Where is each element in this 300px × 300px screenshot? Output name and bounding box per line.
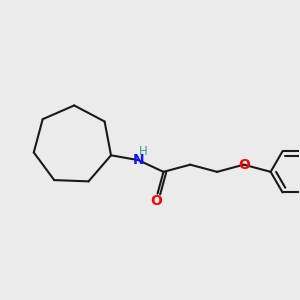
Text: O: O: [151, 194, 163, 208]
Text: H: H: [139, 145, 148, 158]
Text: N: N: [133, 153, 144, 167]
Text: O: O: [238, 158, 250, 172]
